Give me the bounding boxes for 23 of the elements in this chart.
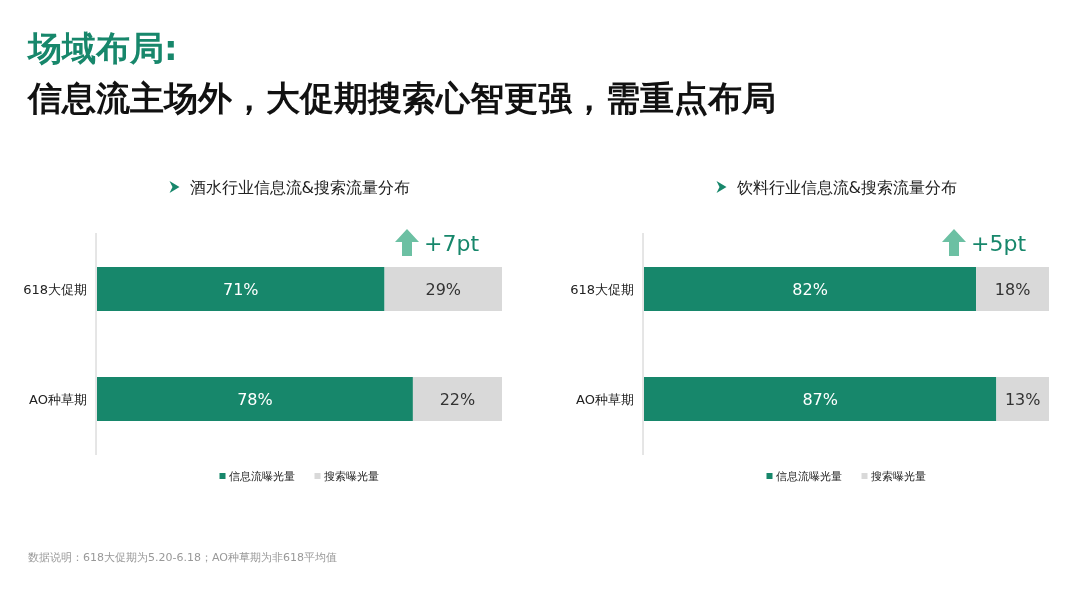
chart-title: 酒水行业信息流&搜索流量分布 [189, 177, 410, 197]
text: 场域布局: [26, 27, 178, 68]
annotation: +7pt [424, 230, 480, 256]
legend-label: 搜索曝光量 [870, 469, 926, 483]
legend-label: 信息流曝光量 [775, 469, 842, 483]
y-tick-label: 618大促期 [570, 281, 634, 297]
legend-label: 信息流曝光量 [228, 469, 295, 483]
data-label: 78% [237, 389, 273, 409]
chart-title: 饮料行业信息流&搜索流量分布 [735, 177, 957, 197]
y-tick-label: AO种草期 [29, 391, 87, 407]
data-label: 18% [994, 279, 1031, 299]
text: 信息流主场外，大促期搜索心智更强，需重点布局 [26, 77, 776, 118]
data-label: 22% [439, 389, 476, 409]
data-label: 87% [802, 389, 838, 409]
data-label: 29% [425, 279, 462, 299]
annotation: +5pt [971, 230, 1027, 256]
data-label: 82% [792, 279, 828, 299]
y-tick-label: 618大促期 [23, 281, 87, 297]
legend-label: 搜索曝光量 [323, 469, 379, 483]
text: 数据说明：618大促期为5.20-6.18；AO种草期为非618平均值 [28, 550, 337, 564]
data-label: 13% [1004, 389, 1041, 409]
data-label: 71% [222, 279, 259, 299]
y-tick-label: AO种草期 [576, 391, 634, 407]
